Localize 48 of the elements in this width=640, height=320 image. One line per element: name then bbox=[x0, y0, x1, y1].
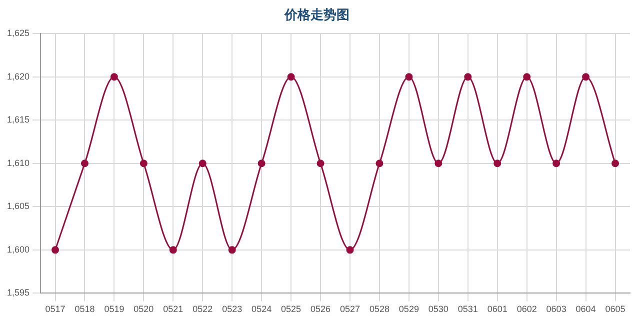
point bbox=[140, 160, 148, 168]
x-tick-label: 0528 bbox=[369, 304, 390, 314]
point bbox=[169, 246, 177, 254]
x-tick-label: 0523 bbox=[222, 304, 242, 314]
point bbox=[523, 73, 531, 81]
x-tick-label: 0525 bbox=[281, 304, 302, 314]
x-tick-label: 0527 bbox=[340, 304, 360, 314]
x-tick-label: 0530 bbox=[428, 304, 448, 314]
x-tick-label: 0526 bbox=[310, 304, 331, 314]
y-tick-label: 1,615 bbox=[6, 114, 30, 125]
x-tick-label: 0529 bbox=[398, 304, 419, 314]
x-tick-label: 0522 bbox=[192, 304, 213, 314]
x-tick-label: 0524 bbox=[252, 304, 272, 314]
x-tick-label: 0602 bbox=[516, 304, 537, 314]
y-tick-label: 1,600 bbox=[6, 244, 30, 254]
y-tick-label: 1,620 bbox=[6, 71, 30, 82]
y-tick-label: 1,605 bbox=[6, 201, 30, 212]
x-tick-label: 0521 bbox=[163, 304, 184, 314]
y-tick-label: 1,625 bbox=[6, 28, 30, 38]
point bbox=[405, 73, 413, 81]
point bbox=[110, 73, 118, 81]
point bbox=[287, 73, 295, 81]
point bbox=[258, 160, 266, 168]
x-tick-label: 0531 bbox=[458, 304, 478, 314]
point bbox=[582, 73, 590, 81]
x-tick-label: 0520 bbox=[134, 304, 154, 314]
chart-title: 价格走势图 bbox=[284, 7, 350, 24]
point bbox=[316, 160, 324, 168]
x-tick-label: 0518 bbox=[74, 304, 95, 314]
point bbox=[52, 246, 60, 254]
x-tick-label: 0517 bbox=[45, 304, 66, 314]
point bbox=[198, 160, 206, 168]
point bbox=[434, 160, 442, 168]
x-tick-label: 0519 bbox=[104, 304, 124, 314]
point bbox=[552, 160, 560, 168]
point bbox=[80, 160, 88, 168]
x-tick-label: 0601 bbox=[487, 304, 508, 314]
point bbox=[612, 160, 620, 168]
point bbox=[464, 73, 472, 81]
x-tick-label: 0603 bbox=[546, 304, 566, 314]
point bbox=[494, 160, 502, 168]
x-tick-label: 0605 bbox=[605, 304, 626, 314]
point bbox=[376, 160, 384, 168]
point bbox=[228, 246, 236, 254]
point bbox=[346, 246, 354, 254]
x-tick-label: 0604 bbox=[576, 304, 596, 314]
y-tick-label: 1,595 bbox=[6, 288, 30, 298]
y-tick-label: 1,610 bbox=[6, 158, 30, 168]
